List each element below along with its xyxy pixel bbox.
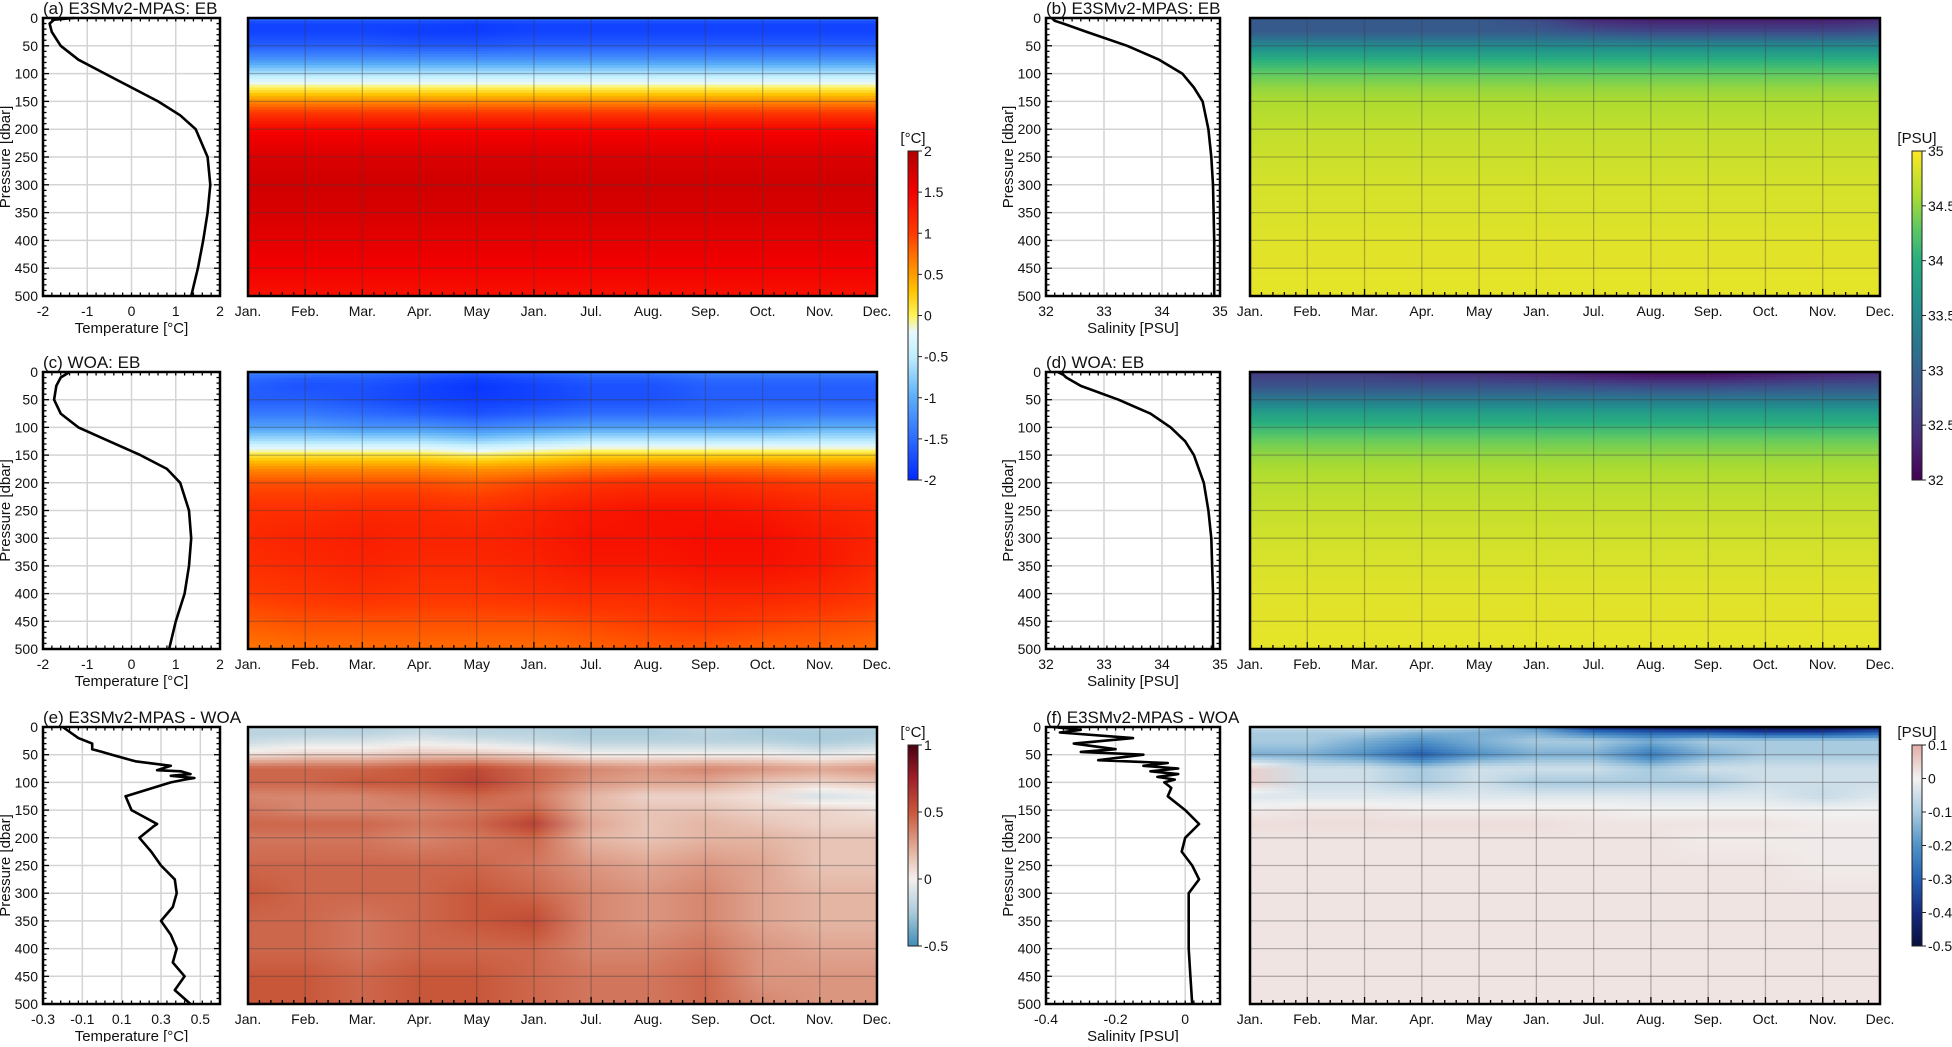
figure: 050100150200250300350400450500-2-1012Tem…: [0, 0, 1952, 1042]
